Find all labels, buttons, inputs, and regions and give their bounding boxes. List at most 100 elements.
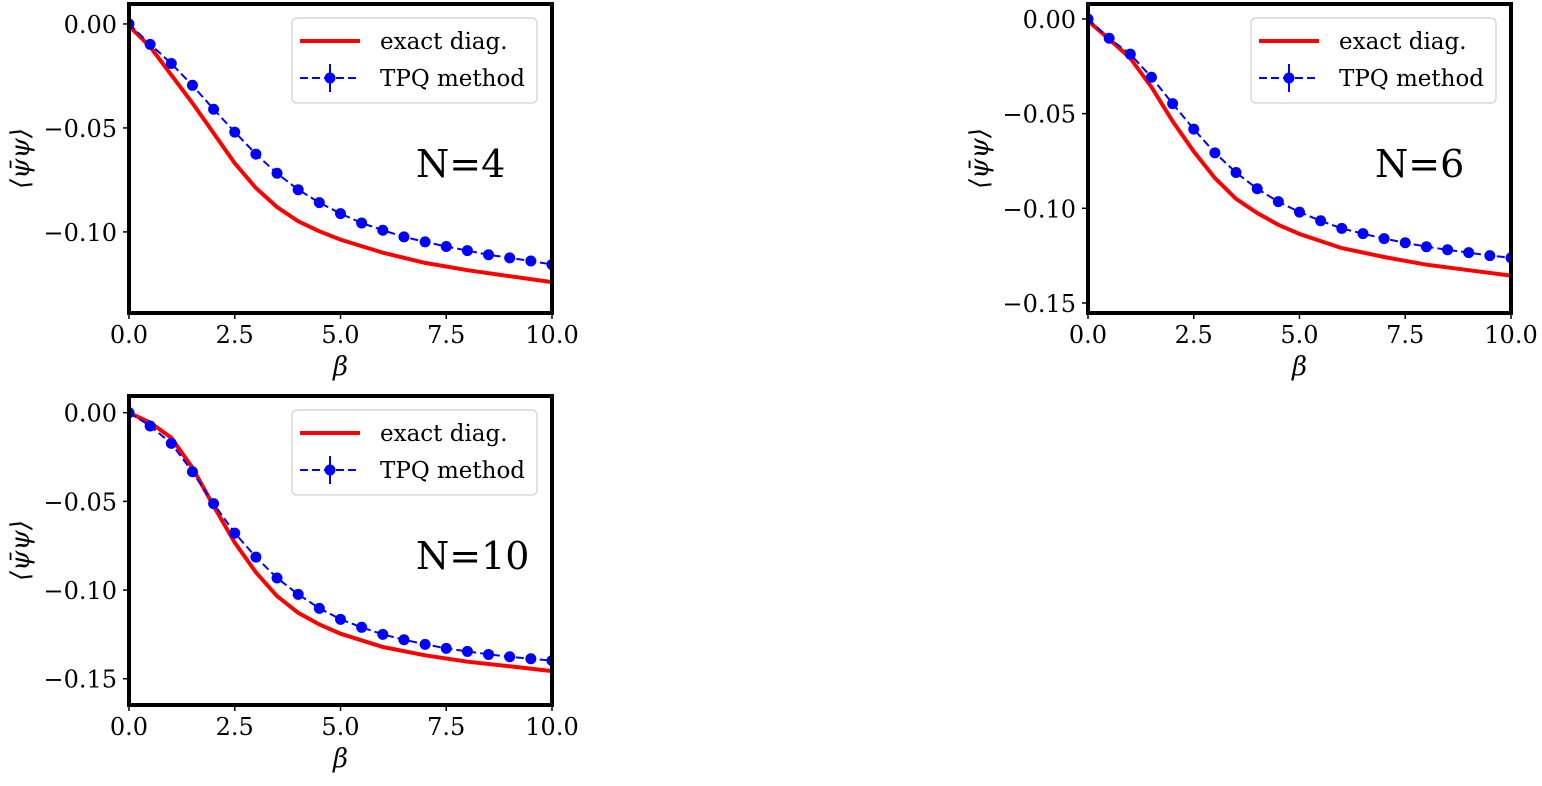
data-point — [419, 638, 431, 650]
x-tick-label: 5.0 — [321, 321, 359, 349]
series-line-exact-diag — [129, 24, 552, 285]
data-point — [144, 420, 156, 432]
y-tick-label: 0.00 — [64, 400, 117, 428]
n-annotation: N=6 — [1375, 142, 1464, 186]
data-point — [1399, 237, 1411, 249]
legend: exact diag. TPQ method — [1250, 17, 1497, 104]
legend-label: TPQ method — [380, 458, 525, 484]
data-point — [461, 645, 473, 657]
data-point — [356, 217, 368, 229]
y-tick-label: −0.05 — [43, 115, 117, 143]
data-point — [1442, 244, 1454, 256]
data-point — [250, 551, 262, 563]
y-tick-label: 0.00 — [1023, 6, 1076, 34]
data-point — [398, 634, 410, 646]
data-point — [1103, 32, 1115, 44]
x-tick-label: 2.5 — [1175, 321, 1213, 349]
data-point — [398, 231, 410, 243]
y-axis-label: ⟨ψ̄ψ⟩ — [6, 520, 36, 581]
data-point — [1315, 215, 1327, 227]
y-axis-label: ⟨ψ̄ψ⟩ — [6, 128, 36, 189]
data-point — [250, 148, 262, 160]
data-point — [335, 208, 346, 220]
data-point — [377, 628, 389, 640]
y-tick-label: −0.10 — [43, 577, 117, 605]
x-tick-label: 2.5 — [216, 713, 254, 741]
x-tick-label: 7.5 — [1386, 321, 1424, 349]
data-point — [1463, 247, 1475, 259]
data-point — [186, 79, 198, 91]
data-point — [1251, 183, 1263, 195]
data-point — [208, 103, 220, 115]
legend-label: exact diag. — [380, 421, 508, 447]
data-point — [1145, 71, 1157, 83]
legend-label: TPQ method — [1339, 66, 1484, 92]
x-tick-label: 7.5 — [427, 713, 465, 741]
x-tick-label: 10.0 — [525, 713, 578, 741]
data-point — [186, 466, 198, 478]
data-point — [440, 642, 452, 654]
n-annotation: N=4 — [416, 142, 505, 186]
data-point — [1420, 241, 1432, 253]
data-point — [335, 613, 346, 625]
data-point — [1357, 228, 1369, 240]
data-point — [377, 224, 389, 236]
legend-label: exact diag. — [380, 29, 508, 55]
x-tick-label: 10.0 — [525, 321, 578, 349]
series-line-exact-diag — [129, 410, 552, 674]
data-point — [292, 588, 304, 600]
series-line-tpq-method — [129, 23, 552, 266]
data-point — [271, 572, 283, 584]
data-point — [1272, 196, 1284, 208]
data-point — [144, 38, 156, 50]
legend-label: TPQ method — [380, 66, 525, 92]
data-point — [292, 184, 304, 196]
x-axis-label: β — [1291, 352, 1307, 382]
data-point — [1336, 222, 1348, 234]
n-annotation: N=10 — [416, 534, 529, 578]
data-point — [1188, 123, 1200, 135]
x-tick-label: 0.0 — [110, 713, 148, 741]
data-point — [1124, 48, 1136, 60]
data-point — [313, 602, 325, 614]
series-line-tpq-method — [129, 411, 552, 662]
y-tick-label: 0.00 — [64, 11, 117, 39]
legend: exact diag. TPQ method — [291, 17, 538, 104]
data-point — [313, 197, 325, 209]
legend: exact diag. TPQ method — [291, 409, 538, 496]
y-tick-label: −0.05 — [43, 488, 117, 516]
data-point — [1484, 250, 1496, 262]
subplot-n-10: 0.0 2.5 5.0 7.5 10.0 0.00 −0.05 −0.10 −0.15 β ⟨ψ̄ψ… — [6, 394, 579, 774]
data-point — [504, 651, 516, 663]
x-tick-label: 10.0 — [1484, 321, 1537, 349]
data-point — [229, 126, 241, 138]
data-point — [461, 245, 473, 257]
y-tick-label: −0.05 — [1002, 101, 1076, 129]
legend-label: exact diag. — [1339, 29, 1467, 55]
data-point — [1378, 233, 1390, 245]
x-axis-label: β — [332, 352, 348, 382]
data-point — [1209, 147, 1221, 159]
x-axis-label: β — [332, 744, 348, 774]
x-tick-label: 5.0 — [1280, 321, 1318, 349]
data-point — [440, 240, 452, 252]
x-tick-label: 5.0 — [321, 713, 359, 741]
data-point — [483, 648, 495, 660]
data-point — [1230, 167, 1242, 179]
subplot-n-6: 0.0 2.5 5.0 7.5 10.0 0.00 −0.05 −0.10 −0.15 β ⟨ψ̄ψ… — [965, 2, 1538, 382]
data-point — [1167, 98, 1179, 110]
x-tick-label: 0.0 — [110, 321, 148, 349]
y-tick-label: −0.15 — [1002, 290, 1076, 318]
y-tick-label: −0.15 — [43, 666, 117, 694]
series-line-exact-diag — [1088, 19, 1511, 278]
data-point — [271, 167, 283, 179]
y-tick-label: −0.10 — [43, 219, 117, 247]
data-point — [1294, 206, 1305, 218]
data-point — [504, 252, 516, 264]
data-point — [165, 57, 177, 69]
data-point — [419, 236, 431, 248]
data-point — [165, 437, 177, 449]
x-tick-label: 0.0 — [1069, 321, 1107, 349]
data-point — [208, 498, 220, 510]
